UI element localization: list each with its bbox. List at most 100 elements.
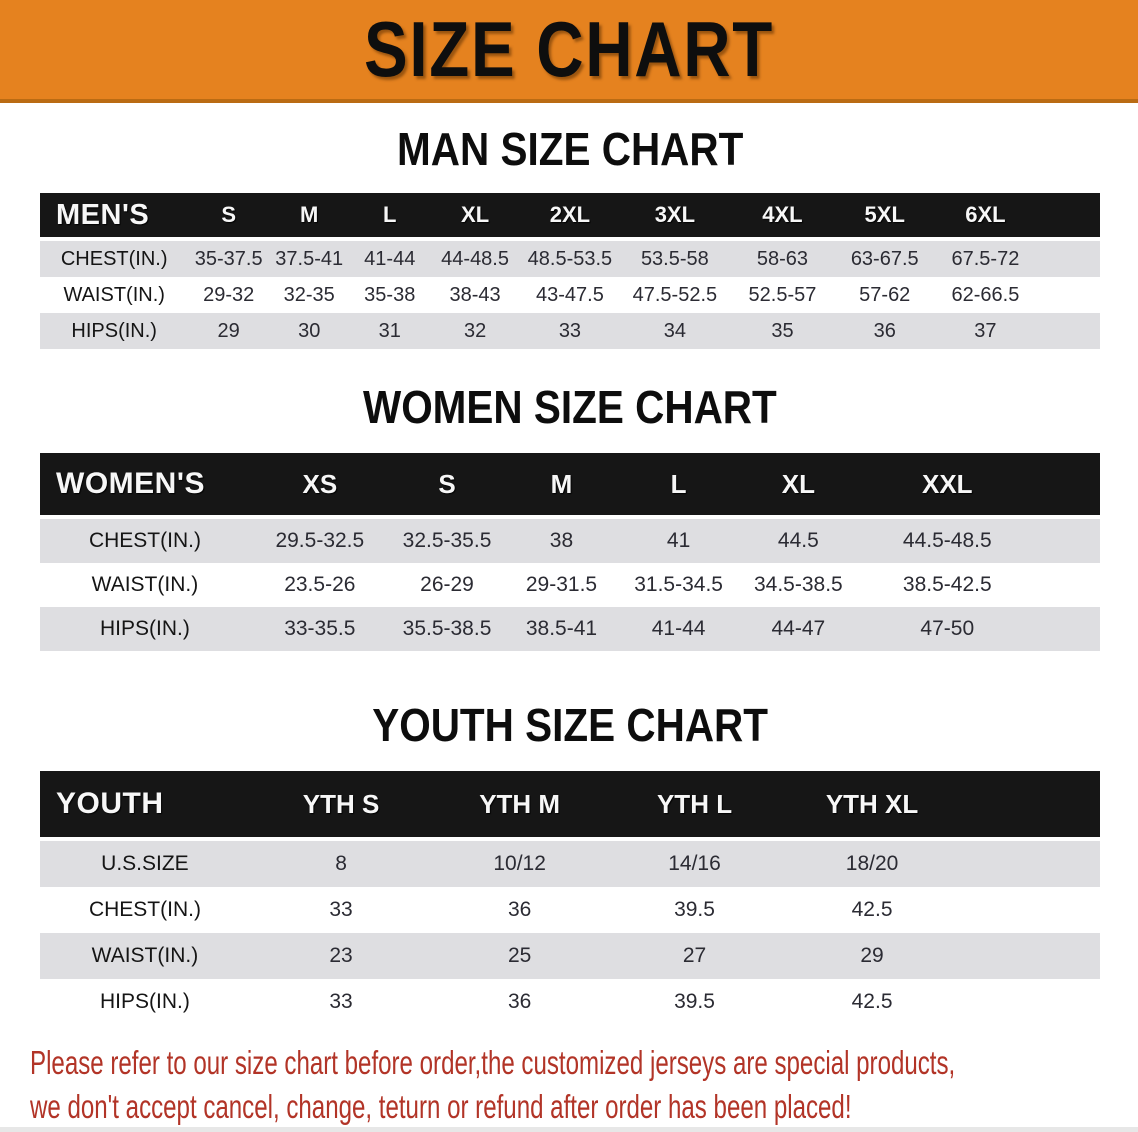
size-chart-section-youth: YOUTH SIZE CHART YOUTH YTH S YTH M YTH L YTH … (0, 699, 1138, 1025)
row-spacer (1036, 277, 1100, 313)
cell-value: 36 (432, 979, 608, 1025)
row-spacer (962, 933, 1100, 979)
cell-value: 63-67.5 (834, 241, 935, 277)
cell-value: 44-47 (738, 607, 859, 651)
table-row: WAIST(IN.) 23.5-26 26-29 29-31.5 31.5-34.5 34… (40, 563, 1100, 607)
cell-value: 31.5-34.5 (618, 563, 739, 607)
column-header: L (618, 453, 739, 519)
column-header: XS (249, 453, 390, 519)
cell-value: 35 (729, 313, 835, 349)
column-header: L (349, 193, 431, 241)
row-spacer (1036, 607, 1100, 651)
size-chart-section-men: MAN SIZE CHART MEN'S S M L XL 2XL 3XL 4XL 5XL 6XL C… (0, 123, 1138, 349)
row-label: CHEST(IN.) (40, 887, 250, 933)
cell-value: 29-31.5 (504, 563, 619, 607)
cell-value: 42.5 (781, 887, 963, 933)
cell-value: 35.5-38.5 (389, 607, 505, 651)
table-corner-label: WOMEN'S (40, 453, 250, 519)
row-spacer (962, 979, 1100, 1025)
table-row: HIPS(IN.) 33 36 39.5 42.5 (40, 979, 1100, 1025)
row-spacer (962, 841, 1100, 887)
cell-value: 47.5-52.5 (619, 277, 730, 313)
cell-value: 43-47.5 (520, 277, 620, 313)
cell-value: 44-48.5 (430, 241, 521, 277)
cell-value: 23 (249, 933, 433, 979)
cell-value: 41-44 (349, 241, 431, 277)
cell-value: 32-35 (268, 277, 350, 313)
cell-value: 41-44 (618, 607, 739, 651)
column-header: 5XL (834, 193, 935, 241)
table-corner-label: MEN'S (40, 193, 189, 241)
column-header: S (188, 193, 269, 241)
row-label: HIPS(IN.) (40, 313, 189, 349)
cell-value: 38-43 (430, 277, 521, 313)
cell-value: 33 (249, 979, 433, 1025)
row-label: CHEST(IN.) (40, 241, 189, 277)
column-header: M (268, 193, 350, 241)
row-label: WAIST(IN.) (40, 933, 250, 979)
table-row: HIPS(IN.) 29 30 31 32 33 34 35 36 37 (40, 313, 1100, 349)
youth-size-table: YOUTH YTH S YTH M YTH L YTH XL U.S.SIZE 8 10/12… (40, 771, 1100, 1025)
row-spacer (1036, 241, 1100, 277)
cell-value: 29.5-32.5 (249, 519, 390, 563)
cell-value: 48.5-53.5 (520, 241, 620, 277)
size-chart-section-women: WOMEN SIZE CHART WOMEN'S XS S M L XL XXL CHEST(I… (0, 381, 1138, 651)
row-spacer (1036, 519, 1100, 563)
cell-value: 23.5-26 (249, 563, 390, 607)
cell-value: 52.5-57 (729, 277, 835, 313)
table-row: CHEST(IN.) 29.5-32.5 32.5-35.5 38 41 44.5 44.5… (40, 519, 1100, 563)
disclaimer-line-1: Please refer to our size chart before or… (30, 1044, 956, 1081)
cell-value: 33-35.5 (249, 607, 390, 651)
table-row: CHEST(IN.) 33 36 39.5 42.5 (40, 887, 1100, 933)
cell-value: 32.5-35.5 (389, 519, 505, 563)
cell-value: 44.5 (738, 519, 859, 563)
cell-value: 29 (188, 313, 269, 349)
cell-value: 34.5-38.5 (738, 563, 859, 607)
section-heading-text: YOUTH SIZE CHART (372, 699, 768, 752)
cell-value: 29-32 (188, 277, 269, 313)
column-header: YTH XL (781, 771, 963, 841)
header-spacer (1036, 193, 1100, 241)
cell-value: 26-29 (389, 563, 505, 607)
cell-value: 34 (619, 313, 730, 349)
row-spacer (1036, 313, 1100, 349)
cell-value: 18/20 (781, 841, 963, 887)
cell-value: 38 (504, 519, 619, 563)
cell-value: 33 (520, 313, 620, 349)
cell-value: 58-63 (729, 241, 835, 277)
cell-value: 30 (268, 313, 350, 349)
table-row: CHEST(IN.) 35-37.5 37.5-41 41-44 44-48.5 48.5… (40, 241, 1100, 277)
row-label: WAIST(IN.) (40, 563, 250, 607)
cell-value: 35-38 (349, 277, 431, 313)
section-heading-text: WOMEN SIZE CHART (363, 381, 777, 434)
table-row: U.S.SIZE 8 10/12 14/16 18/20 (40, 841, 1100, 887)
cell-value: 8 (249, 841, 433, 887)
section-heading: WOMEN SIZE CHART (40, 381, 1100, 434)
table-row: WAIST(IN.) 23 25 27 29 (40, 933, 1100, 979)
column-header: 3XL (619, 193, 730, 241)
disclaimer: Please refer to our size chart before or… (0, 1041, 1138, 1129)
column-header: M (504, 453, 619, 519)
cell-value: 31 (349, 313, 431, 349)
page-title: SIZE CHART (364, 5, 774, 93)
cell-value: 41 (618, 519, 739, 563)
cell-value: 62-66.5 (934, 277, 1037, 313)
header-row: MEN'S S M L XL 2XL 3XL 4XL 5XL 6XL (40, 193, 1100, 241)
cell-value: 37.5-41 (268, 241, 350, 277)
cell-value: 38.5-41 (504, 607, 619, 651)
cell-value: 36 (432, 887, 608, 933)
cell-value: 29 (781, 933, 963, 979)
women-size-table: WOMEN'S XS S M L XL XXL CHEST(IN.) 29.5-32.5 32.5… (40, 453, 1100, 651)
bottom-edge (0, 1127, 1138, 1132)
cell-value: 53.5-58 (619, 241, 730, 277)
row-spacer (962, 887, 1100, 933)
column-header: XXL (858, 453, 1037, 519)
row-label: CHEST(IN.) (40, 519, 250, 563)
header-row: WOMEN'S XS S M L XL XXL (40, 453, 1100, 519)
column-header: YTH L (607, 771, 782, 841)
section-heading-text: MAN SIZE CHART (396, 123, 744, 176)
cell-value: 67.5-72 (934, 241, 1037, 277)
section-heading: MAN SIZE CHART (40, 123, 1100, 176)
column-header: 2XL (520, 193, 620, 241)
row-spacer (1036, 563, 1100, 607)
